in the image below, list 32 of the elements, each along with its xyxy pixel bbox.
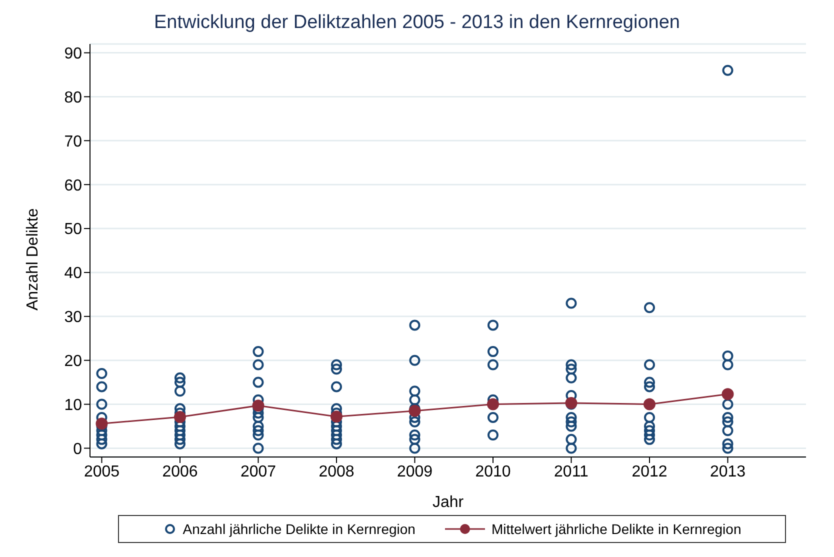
- legend-label: Anzahl jährliche Delikte in Kernregion: [182, 521, 416, 537]
- point: [252, 400, 264, 412]
- x-tick-label: 2005: [84, 463, 120, 480]
- x-tick-label: 2006: [162, 463, 198, 480]
- x-tick-label: 2009: [396, 463, 433, 480]
- y-tick-label: 50: [64, 221, 82, 238]
- point: [643, 398, 656, 410]
- y-tick-label: 60: [64, 177, 82, 194]
- point: [330, 410, 342, 423]
- x-tick-label: 2008: [318, 463, 354, 480]
- y-tick-label: 0: [73, 440, 82, 458]
- x-axis-title: Jahr: [432, 494, 464, 511]
- point: [722, 388, 734, 400]
- x-tick-label: 2013: [710, 463, 746, 480]
- x-tick-label: 2012: [632, 463, 668, 480]
- chart-title: Entwicklung der Deliktzahlen 2005 - 2013 in den Kernregionen: [8, 8, 826, 36]
- y-tick-label: 30: [64, 309, 82, 326]
- point: [96, 418, 108, 430]
- y-tick-label: 90: [64, 45, 82, 62]
- legend-label: Mittelwert jährliche Delikte in Kernregion: [490, 521, 742, 537]
- point: [174, 411, 186, 424]
- y-tick-label: 70: [64, 133, 82, 150]
- y-axis-title: Anzahl Delikte: [24, 208, 42, 310]
- y-tick-label: 10: [64, 396, 82, 414]
- x-tick-label: 2011: [554, 463, 589, 480]
- y-tick-label: 20: [64, 353, 82, 370]
- y-tick-label: 80: [64, 89, 82, 106]
- point: [486, 398, 499, 410]
- point: [408, 404, 421, 417]
- x-tick-label: 2010: [475, 463, 511, 480]
- x-tick-label: 2007: [240, 463, 276, 480]
- y-tick-label: 40: [64, 265, 82, 282]
